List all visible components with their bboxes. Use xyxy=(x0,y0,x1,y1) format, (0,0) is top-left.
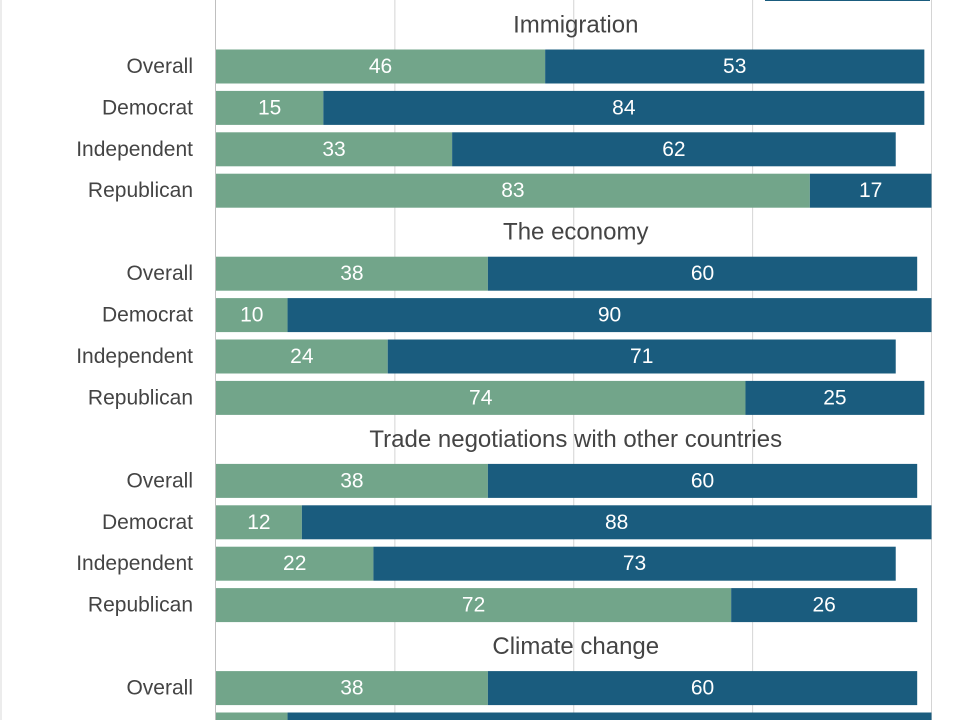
bar-disapprove xyxy=(731,588,918,623)
bar-disapprove xyxy=(323,90,925,125)
data-label-approve: 38 xyxy=(340,469,363,492)
bars-layer xyxy=(216,49,932,720)
data-label-disapprove: 17 xyxy=(859,179,882,202)
data-label-disapprove: 60 xyxy=(691,469,714,492)
category-label: Independent xyxy=(76,552,193,575)
category-label: Republican xyxy=(88,179,193,202)
category-label: Democrat xyxy=(102,96,193,119)
data-label-approve: 10 xyxy=(240,304,263,327)
bar-approve xyxy=(216,173,810,208)
panel-title: Immigration xyxy=(513,12,638,39)
data-label-approve: 38 xyxy=(340,262,363,285)
bar-disapprove xyxy=(545,49,925,84)
data-label-disapprove: 73 xyxy=(623,552,646,575)
bar-disapprove xyxy=(487,463,918,498)
data-label-approve: 74 xyxy=(469,386,493,409)
data-label-disapprove: 60 xyxy=(691,677,714,700)
bar-disapprove xyxy=(487,256,918,291)
data-label-approve: 22 xyxy=(283,552,306,575)
data-label-disapprove: 90 xyxy=(598,718,621,720)
category-label: Democrat xyxy=(102,304,193,327)
bar-disapprove xyxy=(745,380,925,415)
bar-disapprove xyxy=(387,339,896,374)
data-label-approve: 10 xyxy=(240,718,263,720)
category-label: Independent xyxy=(76,345,193,368)
bar-approve xyxy=(216,671,488,706)
category-label: Democrat xyxy=(102,511,193,534)
category-label: Independent xyxy=(76,138,193,161)
data-label-approve: 33 xyxy=(322,138,345,161)
data-label-approve: 24 xyxy=(290,345,314,368)
bar-approve xyxy=(216,463,488,498)
data-label-approve: 72 xyxy=(462,594,485,617)
bar-disapprove xyxy=(452,132,896,167)
bar-approve xyxy=(216,380,746,415)
bar-approve xyxy=(216,546,374,581)
data-label-disapprove: 53 xyxy=(723,55,746,78)
category-label: Overall xyxy=(126,262,193,285)
bar-approve xyxy=(216,90,324,125)
data-label-disapprove: 26 xyxy=(812,594,835,617)
category-label: Overall xyxy=(126,469,193,492)
bar-disapprove xyxy=(287,712,932,720)
bar-disapprove xyxy=(809,173,932,208)
bar-approve xyxy=(216,588,732,623)
bar-disapprove xyxy=(287,298,932,333)
bar-approve xyxy=(216,339,388,374)
category-label: Republican xyxy=(88,386,193,409)
data-label-disapprove: 25 xyxy=(823,386,846,409)
bar-approve xyxy=(216,505,302,540)
data-label-approve: 38 xyxy=(340,677,363,700)
data-label-approve: 15 xyxy=(258,96,281,119)
bar-disapprove xyxy=(301,505,932,540)
bar-approve xyxy=(216,712,288,720)
data-label-disapprove: 62 xyxy=(662,138,685,161)
data-label-approve: 46 xyxy=(369,55,392,78)
bar-approve xyxy=(216,49,546,84)
data-label-disapprove: 84 xyxy=(612,96,636,119)
data-label-approve: 12 xyxy=(247,511,270,534)
panel-title: Trade negotiations with other countries xyxy=(369,426,782,453)
data-label-disapprove: 60 xyxy=(691,262,714,285)
data-label-approve: 83 xyxy=(501,179,524,202)
text-layer: Immigration Overall 46 53 Democrat 15 84 Indepe… xyxy=(76,12,882,720)
panel-title: The economy xyxy=(503,219,648,246)
category-label: Republican xyxy=(88,594,193,617)
bar-approve xyxy=(216,132,453,167)
category-label: Democrat xyxy=(102,718,193,720)
bar-disapprove xyxy=(487,671,918,706)
category-label: Overall xyxy=(126,55,193,78)
bar-approve xyxy=(216,256,488,291)
data-label-disapprove: 90 xyxy=(598,304,621,327)
data-label-disapprove: 88 xyxy=(605,511,628,534)
bar-approve xyxy=(216,298,288,333)
bar-disapprove xyxy=(373,546,896,581)
category-label: Overall xyxy=(126,677,193,700)
data-label-disapprove: 71 xyxy=(630,345,653,368)
panel-title: Climate change xyxy=(492,633,659,660)
